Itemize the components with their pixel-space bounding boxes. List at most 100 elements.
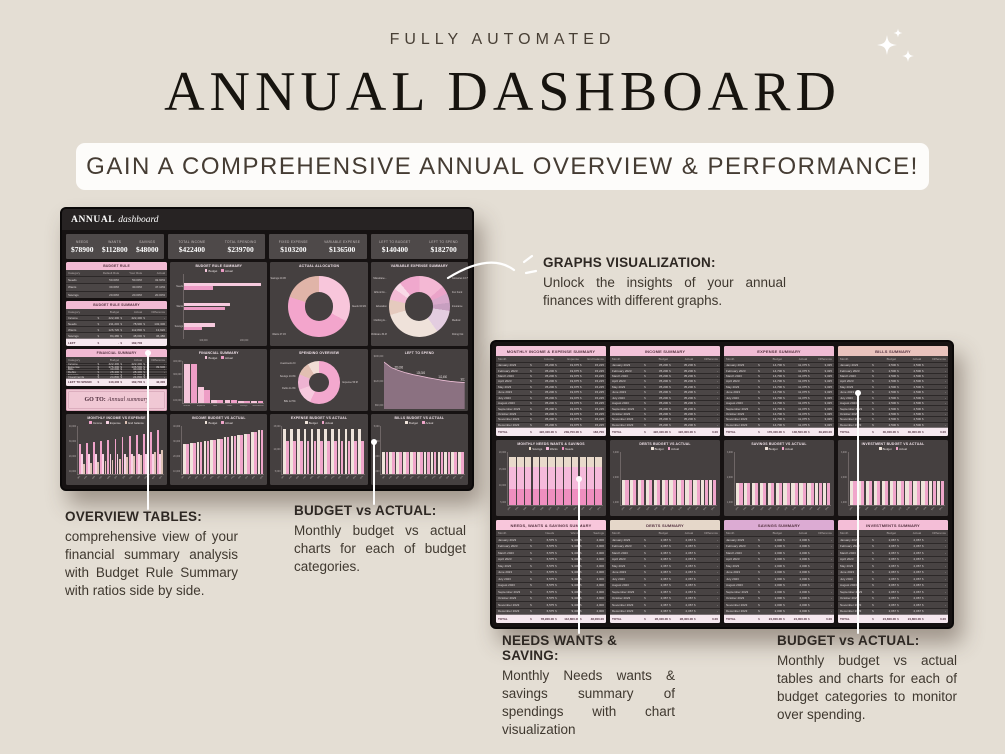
bar-group xyxy=(669,452,677,505)
chart-title: SPENDING OVERVIEW xyxy=(298,351,340,355)
y-axis: $180,000 $120,000 $60,000 xyxy=(373,356,384,407)
annotation-line-budget-vs-actual-right xyxy=(855,390,861,634)
bar-group xyxy=(351,426,357,474)
table-row: June 2023 $35,200 $19,975 $15,225 xyxy=(496,389,606,395)
table-title: MONTHLY INCOME & EXPENSE SUMMARY xyxy=(496,346,606,356)
kpi-label: NEEDS xyxy=(76,239,89,244)
table-row: July 2023 $35,200 $19,975 $15,225 xyxy=(496,394,606,400)
bar-group xyxy=(396,426,402,474)
bar-group xyxy=(297,426,303,474)
annotation-body: Monthly budget vs actual charts for each… xyxy=(294,523,466,574)
table-row: Income$422,400$422,400$- xyxy=(66,314,168,321)
chart-bars xyxy=(182,361,265,404)
table-row: Wants $126,720 $112,800 $13,920 xyxy=(66,326,168,333)
goto-annual-summary-button[interactable]: GO TO: Annual summary xyxy=(66,389,168,411)
monthly-needs-wants-savings-chart: MONTHLY NEEDS WANTS & SAVINGS Savings Want… xyxy=(496,440,606,516)
bar-group xyxy=(735,452,743,505)
table-title: BUDGET RULE SUMMARY xyxy=(66,301,168,309)
table-row: August 2023 $35,200 $35,200 $ - xyxy=(610,399,720,406)
x-axis: January 2023February 2023March 2023April… xyxy=(173,476,264,483)
table-row: May 2023 $35,200 $35,200 $ - xyxy=(610,383,720,390)
dashboard-titlebar: ANNUAL dashboard xyxy=(62,209,472,230)
table-row: September 2023 $6,575 $9,400 $4,000 xyxy=(496,588,606,595)
x-axis: 100,000 200,000 xyxy=(199,340,249,342)
stacked-bar xyxy=(579,452,587,505)
kpi-value: $422400 xyxy=(178,244,205,254)
financial-summary-chart: FINANCIAL SUMMARY Budget Actual 400,000 300,… xyxy=(170,349,268,411)
bar-group xyxy=(458,426,464,474)
table-header-row: Category Budget Actual Difference xyxy=(66,357,168,363)
table-row: December 2023 $2,500 $2,500 $ - xyxy=(838,421,948,428)
chart-bars xyxy=(281,426,365,475)
table-row: June 2023 $2,000 $2,000 $ - xyxy=(724,568,834,575)
stacked-bar xyxy=(587,452,595,505)
table-row: Income$422,400$422,400$- xyxy=(66,362,168,366)
bar-group xyxy=(430,426,437,474)
table-row: April 2023 $14,700 $11,375 $3,325 xyxy=(724,378,834,384)
table-title: INCOME SUMMARY xyxy=(610,346,720,356)
budget-rule-summary-chart: BUDGET RULE SUMMARY Budget Actual Needs Want… xyxy=(170,262,268,346)
x-axis: Income Expense Bills Debts Savings Investment… xyxy=(183,405,264,407)
dashboard-summary-screenshot: MONTHLY INCOME & EXPENSE SUMMARY Month Inc… xyxy=(490,340,954,629)
y-axis: 3,000 2,000 1,000 xyxy=(727,452,733,504)
table-row: January 2023 $35,200 $19,975 $15,225 xyxy=(496,362,606,368)
table-row: April 2023 $35,200 $19,975 $15,225 xyxy=(496,378,606,384)
bar-group xyxy=(783,452,791,505)
table-row: September 2023 $2,367 $2,367 $ - xyxy=(610,588,720,595)
table-row: September 2023 $2,000 $2,000 $ - xyxy=(724,588,834,595)
bar-group xyxy=(897,452,905,505)
kpi-row: NEEDS $78900 WANTS $112800 SAVINGS $48000 TOTA… xyxy=(66,234,468,259)
table-row: December 2023 $6,575 $9,400 $4,000 xyxy=(496,607,606,614)
kpi-label: SAVINGS xyxy=(139,239,156,244)
income-budget-vs-actual-chart: INCOME BUDGET VS ACTUAL Budget Actual 40,00… xyxy=(170,414,268,485)
table-row: March 2023 $35,200 $35,200 $ - xyxy=(610,372,720,379)
table-row: November 2023 $35,200 $19,975 $15,225 xyxy=(496,416,606,422)
chart-title: INCOME BUDGET VS ACTUAL xyxy=(191,416,246,420)
x-axis: January 2023February 2023March 2023April… xyxy=(374,476,465,483)
dashboard-body: MONTHLY INCOME & EXPENSE SUMMARY Month Inc… xyxy=(492,342,952,627)
kpi-label: FIXED EXPENSE xyxy=(278,239,308,244)
y-axis: 15,000 10,000 5,000 xyxy=(273,426,281,473)
bar-group xyxy=(629,452,637,505)
bar-group xyxy=(257,426,264,474)
kpi-label: WANTS xyxy=(108,239,122,244)
x-axis: January 2023February 2023March 2023April… xyxy=(273,476,365,483)
table-row: Investments$24,800$24,800$- xyxy=(66,375,168,379)
table-title: EXPENSE SUMMARY xyxy=(724,346,834,356)
table-row: January 2023 $2,367 $2,367 $ - xyxy=(610,536,720,543)
bar-group: Wants xyxy=(176,303,264,310)
y-axis: 400,000 300,000 200,000 100,000 xyxy=(173,361,182,402)
donut-labels-right: Expense 56.9% xyxy=(342,381,359,384)
bar-group xyxy=(244,426,250,474)
stacked-bar xyxy=(516,452,524,505)
savings-budget-vs-actual-chart: SAVINGS BUDGET vs ACTUAL Budget Actual 3,00… xyxy=(724,440,834,516)
dashboard-title-bold: ANNUAL xyxy=(71,214,116,225)
kpi-value: $182700 xyxy=(430,244,457,254)
table-row: March 2023 $6,575 $9,400 $4,000 xyxy=(496,549,606,556)
bills-budget-vs-actual-chart: BILLS BUDGET VS ACTUALBudgetActual5,0004… xyxy=(370,414,468,485)
y-axis: 40,000 30,000 20,000 10,000 xyxy=(69,426,77,473)
kpi-card: LEFT TO BUDGET $140400 LEFT TO SPEND $18270… xyxy=(370,234,468,259)
table-row: December 2023 $2,367 $2,367 $ - xyxy=(610,607,720,614)
donut xyxy=(288,275,350,338)
kpi-stat: LEFT TO SPEND $182700 xyxy=(419,234,468,259)
bar-group xyxy=(303,426,310,474)
income-summary-table: INCOME SUMMARY Month Budget Actual Differenc… xyxy=(610,346,720,436)
table-row: March 2023 $2,500 $2,500 $ - xyxy=(838,372,948,379)
monthly-income-vs-expense-chart: MONTHLY INCOME VS EXPENSE Income Expense En… xyxy=(66,414,168,485)
table-row: March 2023 $2,067 $2,067 $ - xyxy=(838,549,948,556)
y-axis: 3,000 2,000 1,000 xyxy=(613,452,619,504)
table-row: November 2023 $2,000 $2,000 $ - xyxy=(724,601,834,608)
y-axis: 20,000 15,000 10,000 5,000 xyxy=(499,452,507,504)
bar-group xyxy=(815,452,823,505)
chart-legend: Budget Actual xyxy=(273,421,364,425)
table-row: Savings $84,480 $48,000 $36,480 xyxy=(66,332,168,338)
bar-group xyxy=(100,426,107,474)
actual-allocation-donut: ACTUAL ALLOCATION Savings 20.0% Wants 47.1… xyxy=(270,262,368,346)
dashboard-grid: MONTHLY INCOME & EXPENSE SUMMARY Month Inc… xyxy=(496,346,948,623)
table-row: August 2023 $2,000 $2,000 $ - xyxy=(724,581,834,588)
table-row: February 2023 $2,000 $2,000 $ - xyxy=(724,542,834,549)
bar-group xyxy=(653,452,661,505)
stacked-bar xyxy=(540,452,548,505)
bar-group xyxy=(196,426,203,474)
